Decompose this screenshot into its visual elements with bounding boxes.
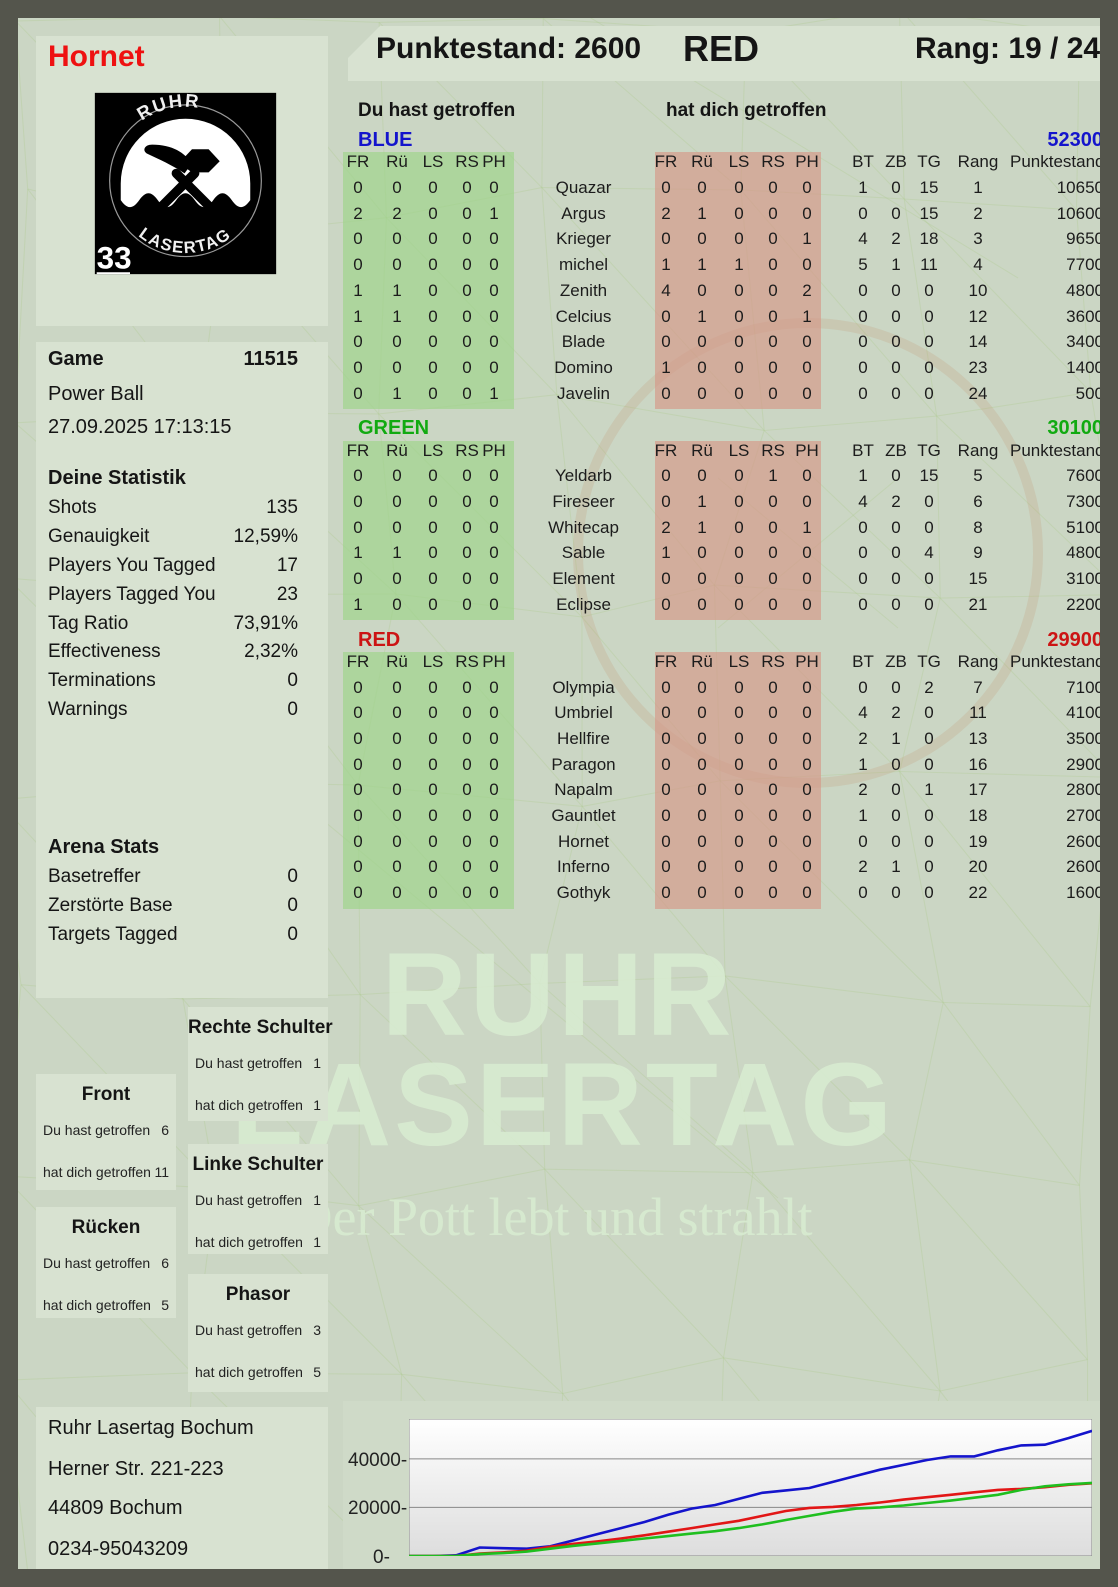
svg-text:33: 33 <box>97 241 132 276</box>
